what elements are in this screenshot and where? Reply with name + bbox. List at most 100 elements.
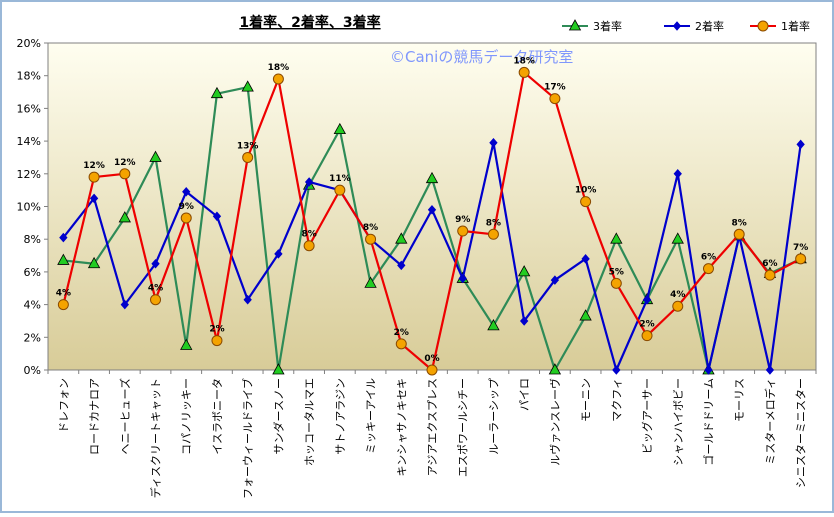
data-label: 9% xyxy=(455,215,470,225)
x-category-label: モーニン xyxy=(580,378,593,422)
data-point xyxy=(59,232,68,243)
x-category-label: ミスターメロディ xyxy=(763,378,777,465)
x-category-label: シャンハイボビー xyxy=(672,378,685,466)
x-category-label: ヘニーヒューズ xyxy=(118,378,132,454)
y-tick-label: 18% xyxy=(17,70,41,83)
data-label: 2% xyxy=(209,325,224,335)
x-category-label: ディスクリートキャット xyxy=(149,378,163,498)
legend-label: 3着率 xyxy=(593,19,622,33)
data-point xyxy=(149,150,162,162)
data-point xyxy=(272,363,285,375)
legend-item: 1着率 xyxy=(750,19,810,33)
data-point xyxy=(458,273,467,284)
data-point xyxy=(612,365,621,375)
data-point xyxy=(581,254,590,264)
data-label: 4% xyxy=(56,289,71,299)
data-point xyxy=(87,256,101,269)
x-category-label: パイロ xyxy=(518,378,531,411)
data-point xyxy=(212,211,222,222)
y-tick-label: 4% xyxy=(24,299,41,312)
x-category-label: ルーラーシップ xyxy=(487,378,500,455)
x-category-label: シニスターミニスター xyxy=(795,378,808,488)
legend-label: 1着率 xyxy=(781,19,810,33)
data-label: 6% xyxy=(762,259,777,269)
data-point xyxy=(673,169,682,179)
data-label: 5% xyxy=(609,267,624,277)
y-tick-label: 16% xyxy=(17,102,41,115)
data-point xyxy=(765,365,775,375)
chart-title: 1着率、2着率、3着率 xyxy=(239,14,380,31)
data-point xyxy=(579,309,592,321)
data-point xyxy=(272,73,284,85)
x-category-label: ミッキーアイル xyxy=(365,378,378,454)
data-point xyxy=(241,80,254,92)
x-category-label: ビッグアーサー xyxy=(640,378,654,454)
series-layer xyxy=(57,66,807,376)
data-point xyxy=(395,338,407,350)
data-point xyxy=(119,168,131,180)
data-label: 6% xyxy=(701,253,716,263)
data-label: 2% xyxy=(639,320,654,330)
data-point xyxy=(88,171,100,183)
data-point xyxy=(610,232,623,244)
data-label: 12% xyxy=(114,158,136,168)
data-point xyxy=(704,365,713,375)
legend-label: 2着率 xyxy=(695,19,724,33)
data-labels: 4% 12% 12% 4% 9% 2% 13% 18% 8% 11% 8% 2% 0% 9% 8% 18% 17… xyxy=(56,56,809,364)
data-point xyxy=(518,66,530,78)
data-label: 12% xyxy=(83,161,105,171)
data-point xyxy=(517,265,531,277)
data-label: 8% xyxy=(486,218,501,228)
x-category-label: ホッコータルマエ xyxy=(303,378,316,466)
data-point xyxy=(120,299,129,310)
data-label: 2% xyxy=(394,328,409,338)
y-tick-label: 14% xyxy=(17,135,41,148)
data-point xyxy=(334,184,346,196)
data-point xyxy=(180,338,193,350)
data-point xyxy=(671,232,684,244)
data-point xyxy=(118,211,131,223)
x-category-label: キンシャサノキセキ xyxy=(395,378,408,476)
x-category-label: ルヴァンスレーヴ xyxy=(548,378,562,466)
data-point xyxy=(243,294,252,305)
x-axis: ドレフォン ロードカナロア ヘニーヒューズ ディスクリートキャット コパノリッキー イスラ… xyxy=(47,370,817,499)
data-label: 8% xyxy=(301,230,316,240)
data-point xyxy=(642,294,652,305)
data-point xyxy=(397,260,406,271)
x-category-label: サンダースノー xyxy=(271,378,285,454)
data-label: 8% xyxy=(732,218,747,228)
data-label: 7% xyxy=(793,243,808,253)
y-tick-label: 10% xyxy=(17,201,41,214)
data-point xyxy=(580,196,592,208)
data-point xyxy=(180,212,192,224)
y-tick-label: 8% xyxy=(24,233,41,246)
x-category-label: ゴールドドリーム xyxy=(701,378,715,466)
data-point xyxy=(672,21,682,31)
x-category-label: ロードカナロア xyxy=(88,378,101,455)
y-tick-label: 6% xyxy=(24,266,41,279)
series xyxy=(59,137,805,375)
data-point xyxy=(672,300,684,312)
y-axis: 0% 2% 4% 6% 8% 10% 12% 14% 16% 18% 20% xyxy=(17,37,48,377)
x-category-label: フォーウィールドライブ xyxy=(241,378,255,499)
data-point xyxy=(365,233,377,245)
data-label: 18% xyxy=(513,56,535,66)
data-point xyxy=(757,20,769,32)
data-point xyxy=(274,249,283,259)
y-tick-label: 12% xyxy=(17,168,41,181)
data-point xyxy=(425,171,439,184)
data-point xyxy=(568,19,582,31)
y-tick-label: 0% xyxy=(24,364,41,377)
data-point xyxy=(427,205,437,215)
data-point xyxy=(519,316,529,326)
x-category-label: コパノリッキー xyxy=(180,378,193,455)
y-tick-label: 20% xyxy=(17,37,41,50)
data-point xyxy=(457,225,469,237)
data-point xyxy=(548,363,562,375)
x-category-label: モーリス xyxy=(733,378,746,422)
x-category-label: サトノアラジン xyxy=(334,378,347,455)
data-label: 10% xyxy=(575,186,597,196)
data-point xyxy=(610,277,622,289)
data-point xyxy=(211,335,223,347)
